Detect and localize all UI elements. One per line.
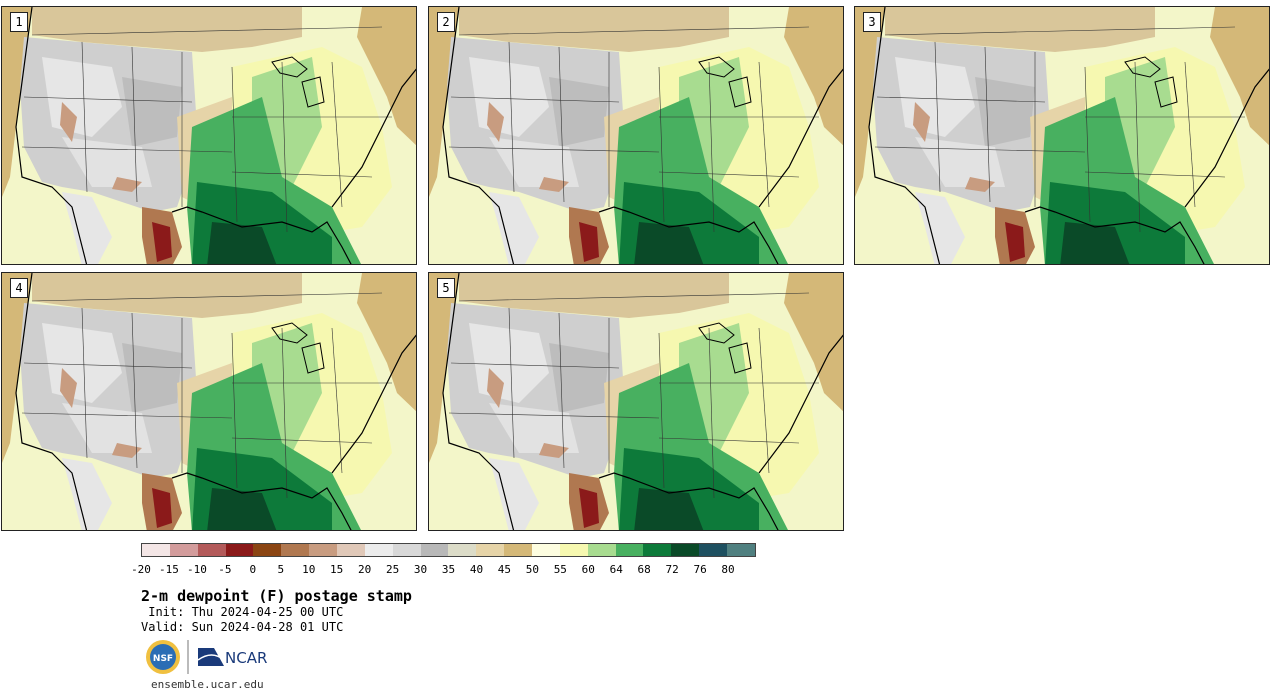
colorbar-tick-label: 5 bbox=[277, 563, 285, 576]
colorbar-tick-label: 0 bbox=[249, 563, 257, 576]
colorbar-swatch bbox=[699, 544, 728, 556]
svg-text:NSF: NSF bbox=[153, 654, 173, 664]
colorbar-tick-label: 55 bbox=[553, 563, 567, 576]
colorbar-tick-label: 76 bbox=[693, 563, 707, 576]
dewpoint-map bbox=[2, 273, 416, 530]
agency-logos: NSF NCAR bbox=[146, 640, 267, 674]
colorbar-swatch bbox=[532, 544, 560, 556]
colorbar-tick-label: 25 bbox=[385, 563, 400, 576]
dewpoint-map bbox=[855, 7, 1269, 264]
colorbar-swatch bbox=[309, 544, 338, 556]
colorbar-tick-label: 60 bbox=[581, 563, 595, 576]
colorbar-swatch bbox=[587, 544, 616, 556]
colorbar-tick-label: -15 bbox=[159, 563, 179, 576]
colorbar-tick-label: 72 bbox=[665, 563, 679, 576]
colorbar-swatch bbox=[727, 544, 755, 556]
colorbar-tick-label: -5 bbox=[218, 563, 232, 576]
colorbar-swatch bbox=[142, 544, 170, 556]
member-map-1: 1 bbox=[1, 6, 417, 265]
svg-text:NCAR: NCAR bbox=[225, 649, 267, 667]
colorbar-swatch bbox=[281, 544, 310, 556]
colorbar-swatch bbox=[643, 544, 672, 556]
colorbar-tick-label: -20 bbox=[131, 563, 151, 576]
site-url: ensemble.ucar.edu bbox=[151, 678, 264, 691]
colorbar-tick-label: 40 bbox=[469, 563, 484, 576]
colorbar-swatch bbox=[197, 544, 226, 556]
member-map-2: 2 bbox=[428, 6, 844, 265]
colorbar-tick-label: 68 bbox=[637, 563, 651, 576]
member-map-3: 3 bbox=[854, 6, 1270, 265]
colorbar-swatch bbox=[253, 544, 282, 556]
colorbar-tick-labels: -20 -15 -10 -5 0 5 10 15 20 25 30 35 40 45 50 55 60 64 68 7… bbox=[131, 563, 756, 577]
member-number: 2 bbox=[437, 12, 455, 32]
ncar-logo-icon: NCAR bbox=[197, 648, 267, 667]
colorbar-tick-label: 64 bbox=[609, 563, 623, 576]
colorbar-tick-label: 10 bbox=[302, 563, 316, 576]
colorbar-swatch bbox=[364, 544, 393, 556]
colorbar-swatch bbox=[448, 544, 477, 556]
nsf-logo-icon: NSF bbox=[146, 640, 180, 674]
member-map-5: 5 bbox=[428, 272, 844, 531]
colorbar-tick-label: 50 bbox=[525, 563, 539, 576]
member-number: 5 bbox=[437, 278, 455, 298]
colorbar-tick-label: 80 bbox=[721, 563, 735, 576]
colorbar-tick-label: 30 bbox=[413, 563, 428, 576]
colorbar-swatch bbox=[420, 544, 449, 556]
colorbar-tick-label: 15 bbox=[330, 563, 344, 576]
member-number: 3 bbox=[863, 12, 881, 32]
dewpoint-map bbox=[429, 273, 843, 530]
member-map-4: 4 bbox=[1, 272, 417, 531]
colorbar-swatch bbox=[225, 544, 254, 556]
colorbar-swatch bbox=[337, 544, 365, 556]
dewpoint-map bbox=[429, 7, 843, 264]
dewpoint-map bbox=[2, 7, 416, 264]
colorbar-swatch bbox=[615, 544, 644, 556]
colorbar-swatch bbox=[392, 544, 421, 556]
colorbar-swatch bbox=[559, 544, 588, 556]
colorbar-swatch bbox=[671, 544, 700, 556]
colorbar-swatch bbox=[169, 544, 198, 556]
init-time: Init: Thu 2024-04-25 00 UTC bbox=[141, 605, 344, 619]
valid-time: Valid: Sun 2024-04-28 01 UTC bbox=[141, 620, 344, 634]
colorbar-swatch bbox=[504, 544, 533, 556]
colorbar-tick-label: 20 bbox=[358, 563, 372, 576]
product-title: 2-m dewpoint (F) postage stamp bbox=[141, 587, 412, 605]
member-number: 4 bbox=[10, 278, 28, 298]
dewpoint-colorbar bbox=[141, 543, 756, 557]
colorbar-swatch bbox=[476, 544, 505, 556]
colorbar-tick-label: 45 bbox=[497, 563, 512, 576]
member-number: 1 bbox=[10, 12, 28, 32]
colorbar-tick-label: 35 bbox=[441, 563, 456, 576]
colorbar-tick-label: -10 bbox=[186, 563, 207, 576]
